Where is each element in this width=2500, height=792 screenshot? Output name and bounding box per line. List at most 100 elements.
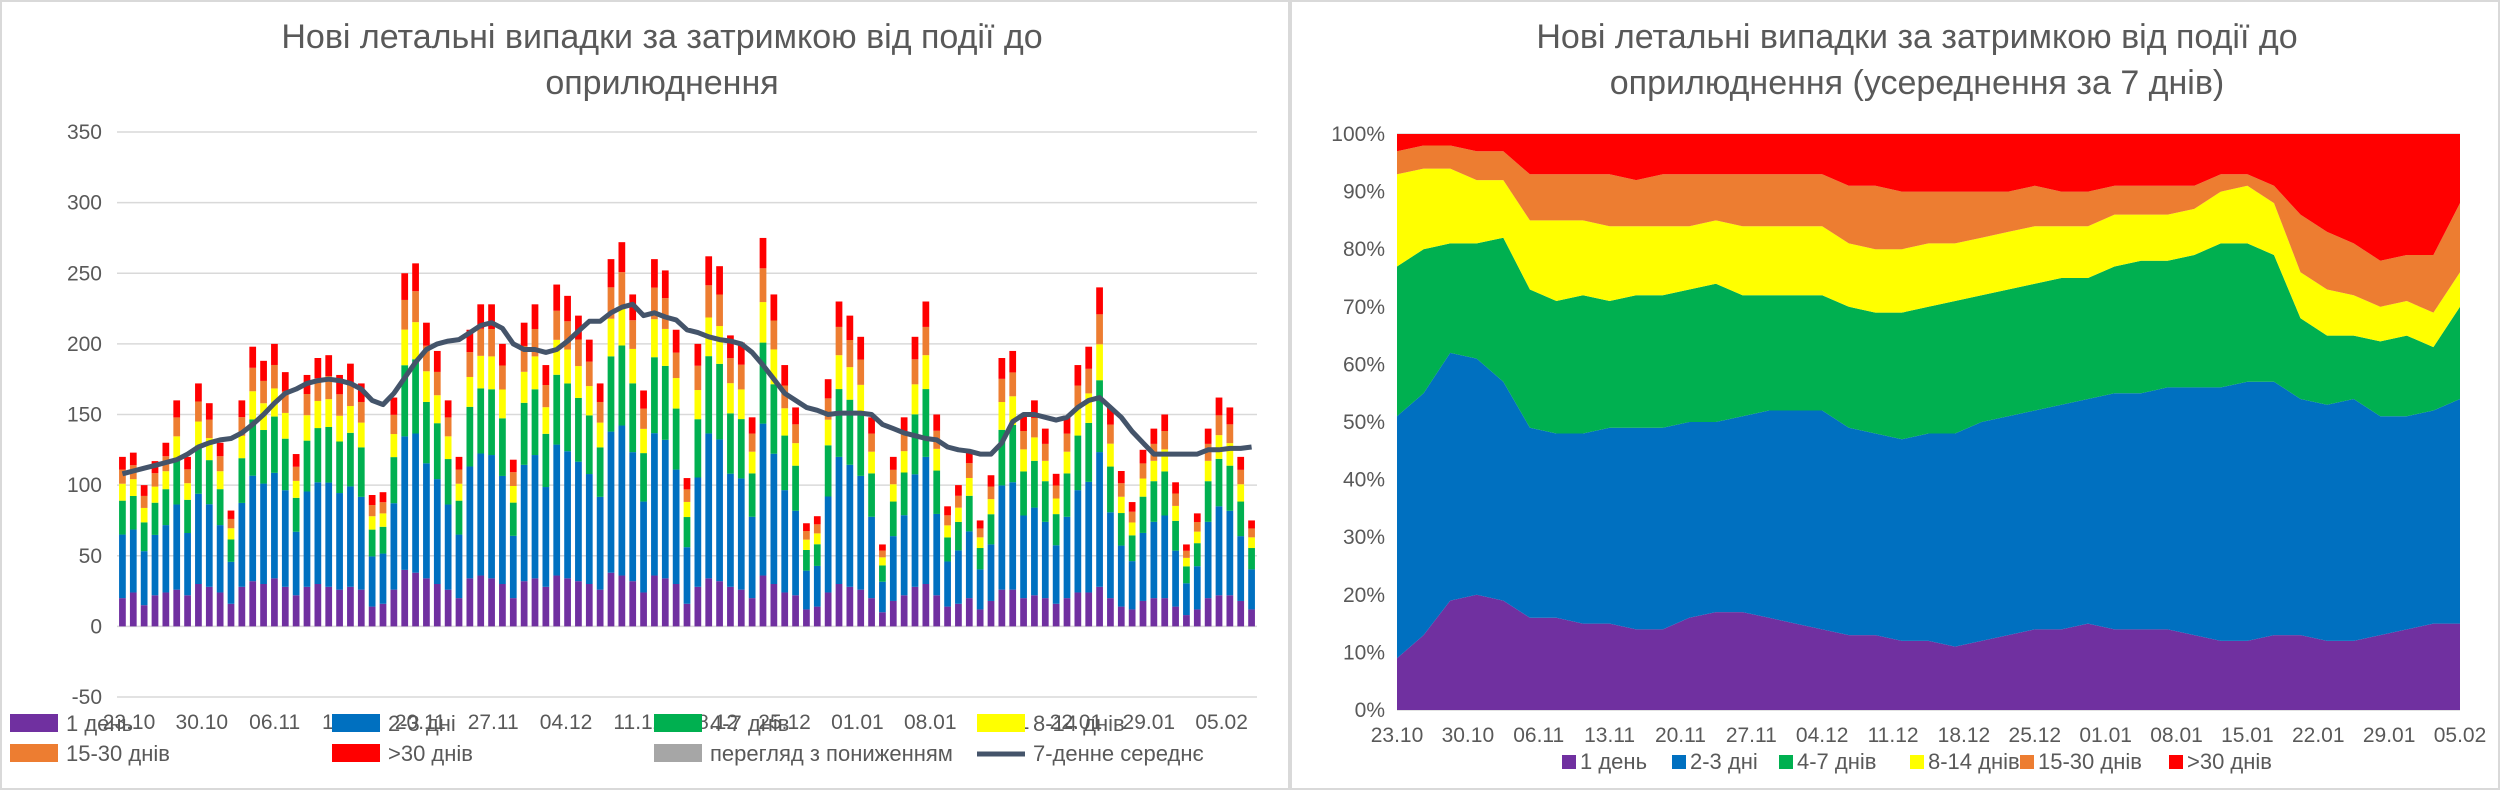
legend-label: 8-14 днів — [1928, 749, 2020, 774]
bar-segment — [205, 504, 213, 587]
bar-segment — [965, 449, 973, 464]
bar-segment — [444, 504, 452, 590]
bar-segment — [336, 589, 343, 627]
bar-segment — [314, 428, 322, 483]
bar-segment — [661, 439, 669, 579]
x-tick-label: 01.01 — [2079, 724, 2132, 747]
bar-segment — [466, 466, 474, 579]
bar-segment — [781, 435, 789, 491]
bar-segment — [357, 383, 365, 402]
bar-segment — [1248, 609, 1255, 627]
bar-segment — [325, 482, 333, 587]
bar-segment — [281, 372, 289, 392]
bar-segment — [857, 359, 865, 385]
bar-segment — [596, 383, 604, 402]
bar-segment — [227, 518, 235, 529]
x-tick-label: 15.01 — [2221, 724, 2274, 747]
bar-segment — [879, 544, 886, 551]
bar-segment — [466, 578, 474, 627]
y-tick-label: 60% — [1343, 353, 1385, 376]
bar-segment — [672, 584, 680, 627]
bar-segment — [813, 516, 821, 525]
bar-segment — [998, 402, 1006, 430]
bar-segment — [477, 304, 485, 329]
bar-segment — [585, 386, 593, 416]
bar-segment — [1085, 481, 1093, 593]
bar-segment — [1031, 437, 1038, 461]
bar-segment — [998, 378, 1006, 403]
bar-segment — [499, 584, 506, 627]
bar-segment — [955, 495, 962, 508]
bar-segment — [607, 431, 615, 573]
bar-segment — [694, 390, 702, 420]
bar-segment — [509, 535, 517, 599]
bar-segment — [205, 438, 213, 461]
legend-label: >30 днів — [388, 741, 473, 766]
x-tick-label: 27.11 — [468, 711, 519, 734]
y-tick-label: 0% — [1355, 699, 1385, 722]
bar-segment — [607, 572, 615, 627]
bar-segment — [792, 465, 799, 511]
legend-label: 2-3 дні — [1690, 749, 1758, 774]
bar-segment — [542, 365, 550, 386]
bar-segment — [813, 606, 821, 627]
bar-segment — [455, 598, 463, 627]
bar-segment — [868, 451, 875, 474]
bar-segment — [922, 355, 930, 390]
bar-segment — [184, 456, 191, 470]
bar-segment — [390, 434, 398, 458]
bar-segment — [868, 473, 875, 517]
bar-segment — [1009, 372, 1017, 397]
bar-segment — [965, 531, 973, 599]
bar-segment — [879, 557, 886, 566]
bar-segment — [542, 433, 550, 488]
bar-segment — [433, 395, 441, 424]
bar-segment — [162, 442, 170, 457]
bar-segment — [629, 320, 637, 349]
bar-segment — [1161, 414, 1169, 432]
x-tick-label: 25.12 — [758, 711, 811, 734]
bar-segment — [368, 516, 376, 530]
bar-segment — [368, 495, 376, 506]
bar-segment — [390, 397, 398, 415]
bar-segment — [716, 266, 723, 295]
bar-segment — [347, 432, 354, 487]
bar-segment — [553, 374, 561, 445]
area-series — [1397, 168, 2460, 348]
bar-segment — [195, 401, 202, 422]
y-tick-label: 50% — [1343, 411, 1385, 434]
bar-segment — [184, 469, 191, 484]
bar-segment — [499, 343, 506, 366]
bar-segment — [1226, 465, 1234, 511]
bar-segment — [249, 367, 257, 392]
x-tick-label: 20.11 — [1655, 724, 1706, 747]
bar-segment — [1215, 506, 1223, 596]
bar-segment — [184, 499, 191, 534]
bar-segment — [553, 284, 561, 311]
bar-segment — [1041, 481, 1049, 522]
bar-segment — [357, 422, 365, 448]
bar-segment — [933, 448, 941, 471]
bar-segment — [1139, 449, 1147, 464]
bar-segment — [987, 486, 995, 500]
bar-segment — [705, 578, 713, 627]
seven-day-average-line — [121, 301, 1252, 477]
bar-segment — [151, 486, 159, 503]
bar-segment — [748, 417, 756, 434]
bar-segment — [889, 469, 897, 485]
bar-segment — [520, 322, 528, 346]
bar-segment — [205, 586, 213, 627]
bar-segment — [140, 551, 148, 606]
bar-segment — [423, 463, 430, 579]
bar-segment — [661, 270, 669, 299]
bar-segment — [1248, 520, 1255, 529]
bar-segment — [1128, 609, 1136, 627]
bar-segment — [1107, 407, 1114, 425]
legend-label: >30 днів — [2187, 749, 2272, 774]
legend-label: 15-30 днів — [2038, 749, 2142, 774]
bar-segment — [205, 419, 213, 439]
bar-segment — [1052, 473, 1060, 486]
bar-segment — [705, 356, 713, 434]
bar-segment — [1139, 478, 1147, 497]
bar-segment — [640, 428, 647, 454]
